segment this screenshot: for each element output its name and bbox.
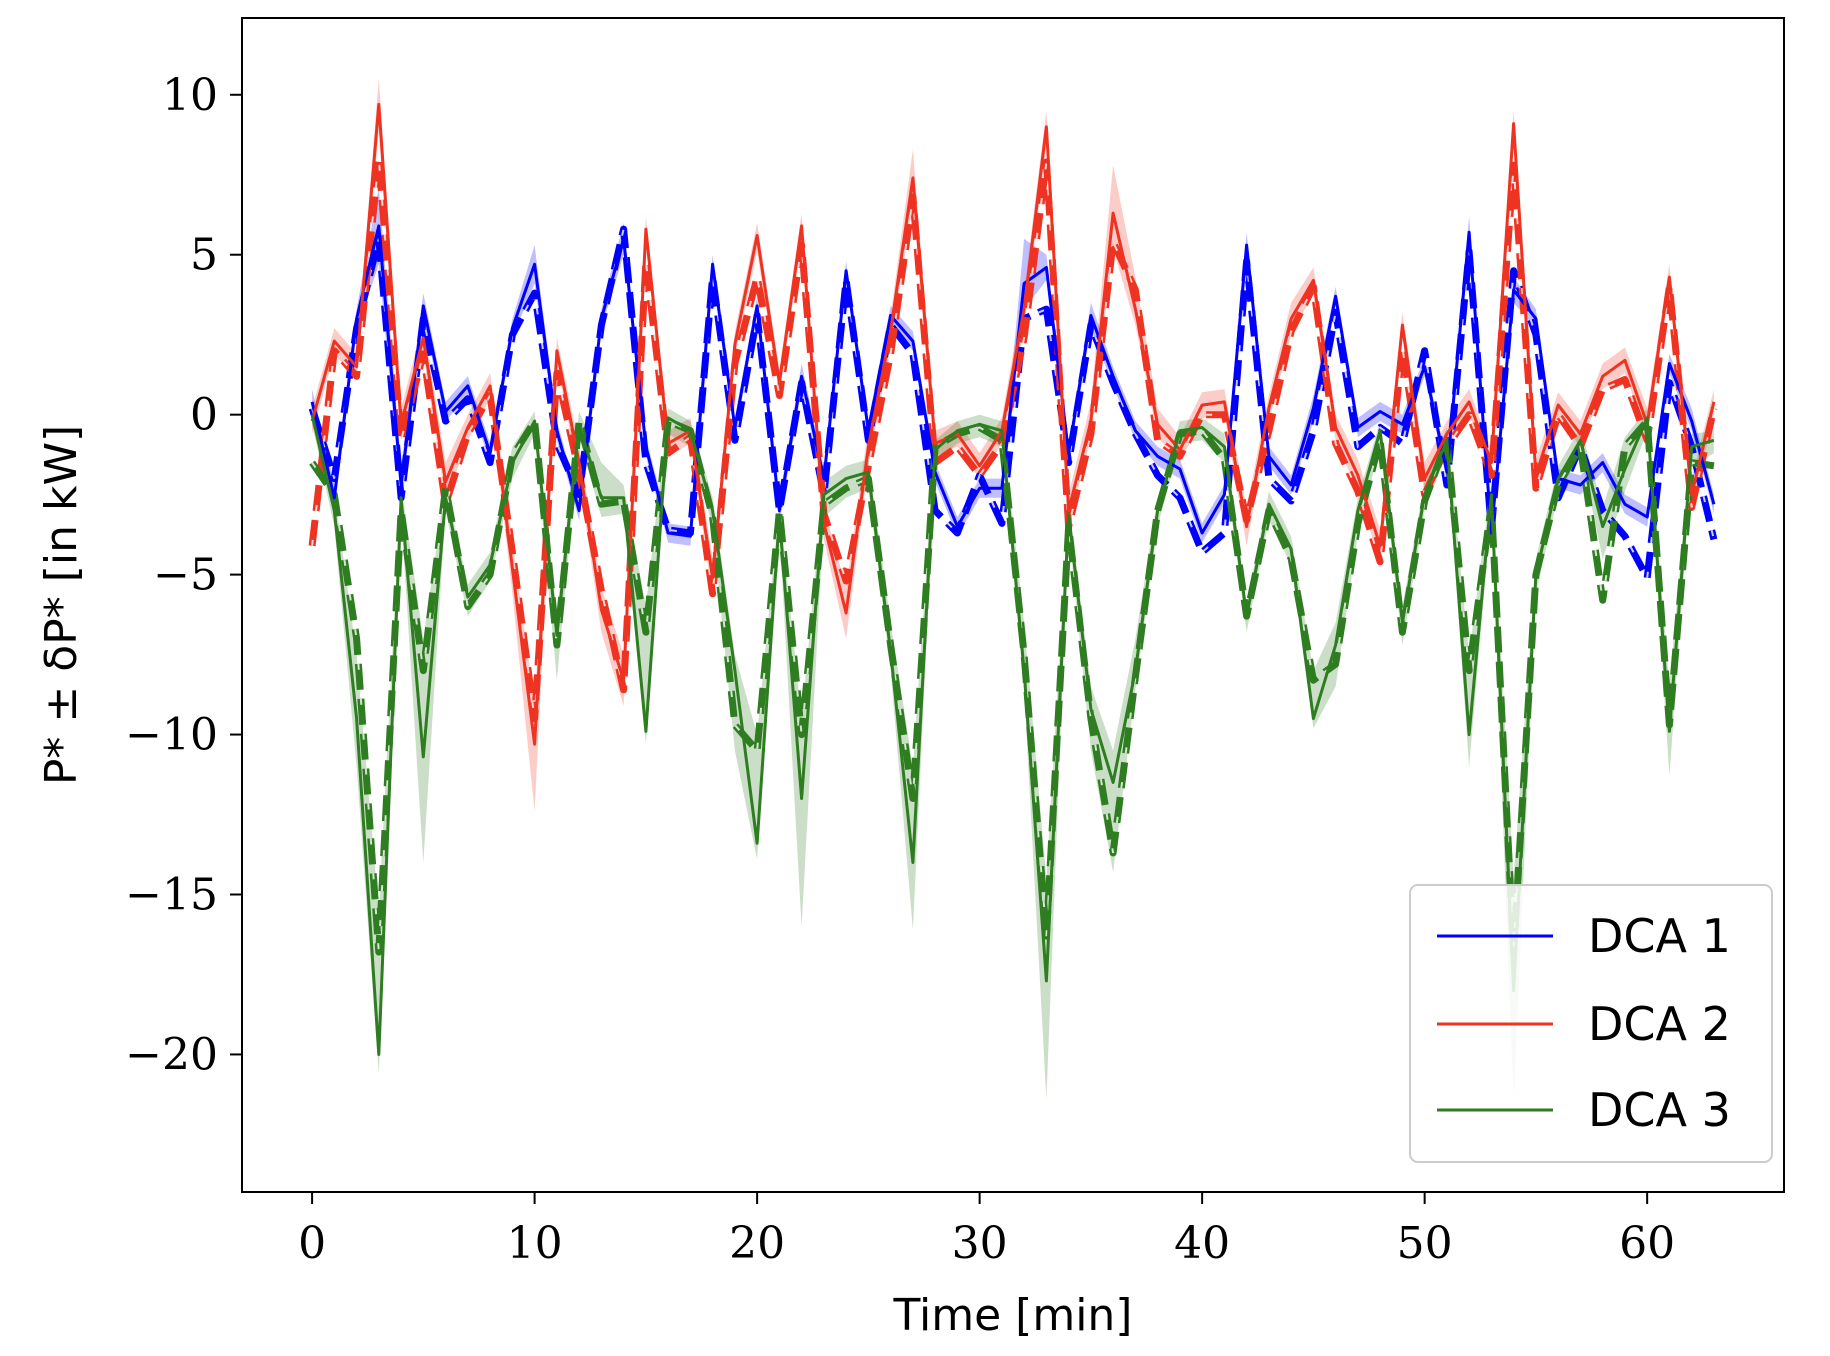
y-tick-label--5: −5	[153, 550, 218, 601]
y-tick-label-5: 5	[190, 230, 218, 281]
y-tick-label-0: 0	[190, 390, 218, 441]
actual-line-dca-1	[310, 224, 1716, 538]
y-tick-label--20: −20	[125, 1029, 218, 1080]
legend-entry-dca-1: DCA 1	[1437, 909, 1731, 963]
series-lines	[308, 102, 1718, 1056]
actual-line-dca-2	[310, 102, 1716, 746]
plot-area-frame	[241, 17, 1785, 1193]
legend-box	[1409, 884, 1773, 1163]
x-tick-label-10: 10	[507, 1218, 563, 1269]
y-tick-label--15: −15	[125, 870, 218, 921]
x-axis-label: Time [min]	[893, 1290, 1133, 1341]
y-tick-label-10: 10	[162, 70, 218, 121]
x-tick-label-0: 0	[298, 1218, 326, 1269]
legend-label-dca-1: DCA 1	[1588, 909, 1731, 963]
legend-entry-dca-3: DCA 3	[1437, 1083, 1731, 1137]
x-tick-label-40: 40	[1174, 1218, 1230, 1269]
legend-label-dca-2: DCA 2	[1588, 997, 1731, 1051]
x-axis: 0 10 20 30 40 50 60	[298, 1192, 1675, 1269]
y-axis: 10 5 0 −5 −10 −15 −20	[125, 70, 242, 1080]
legend-entry-dca-2: DCA 2	[1437, 997, 1731, 1051]
legend-label-dca-3: DCA 3	[1588, 1083, 1731, 1137]
y-tick-label--10: −10	[125, 710, 218, 761]
x-tick-label-30: 30	[952, 1218, 1008, 1269]
x-tick-label-20: 20	[729, 1218, 785, 1269]
actual-line-dca-3	[310, 414, 1715, 1056]
y-axis-label: P* ± δP* [in kW]	[36, 425, 87, 785]
legend: DCA 1 DCA 2 DCA 3	[1409, 884, 1773, 1163]
x-tick-label-60: 60	[1619, 1218, 1675, 1269]
x-tick-label-50: 50	[1397, 1218, 1453, 1269]
